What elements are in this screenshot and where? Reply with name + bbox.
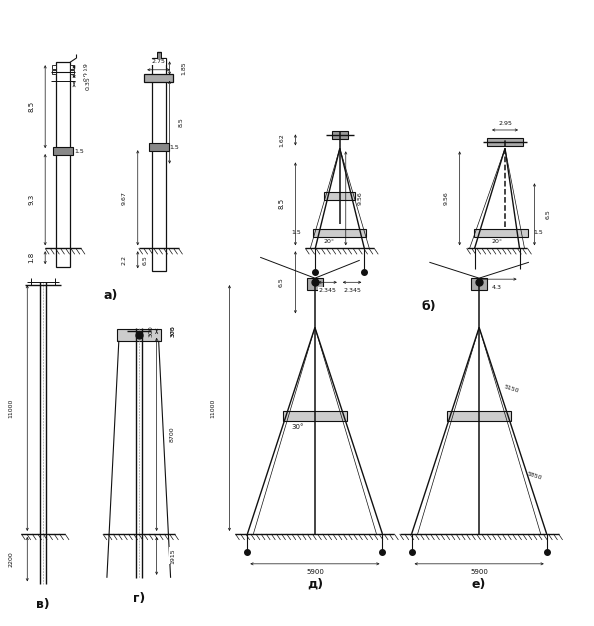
Bar xyxy=(144,74,173,82)
Text: 1.5: 1.5 xyxy=(292,230,301,235)
Text: 2.75: 2.75 xyxy=(151,59,166,64)
Text: 1.85: 1.85 xyxy=(181,61,186,75)
Bar xyxy=(52,65,56,69)
Text: 1.5: 1.5 xyxy=(170,145,179,150)
Text: 9.67: 9.67 xyxy=(121,191,127,205)
Text: 1.5: 1.5 xyxy=(533,230,544,235)
Text: 8.5: 8.5 xyxy=(179,117,184,127)
Text: 1.62: 1.62 xyxy=(279,133,284,147)
Text: 300: 300 xyxy=(170,326,175,337)
Text: 1.5: 1.5 xyxy=(74,148,84,153)
Text: 20°: 20° xyxy=(492,239,503,244)
Text: 6.5: 6.5 xyxy=(546,210,551,219)
Text: в): в) xyxy=(36,598,50,611)
Text: 5150: 5150 xyxy=(503,384,519,394)
Text: е): е) xyxy=(472,578,486,591)
Text: 6.5: 6.5 xyxy=(143,255,148,265)
Text: 5850: 5850 xyxy=(526,471,543,481)
Text: 30°: 30° xyxy=(292,424,304,429)
Bar xyxy=(474,228,528,237)
Text: 8700: 8700 xyxy=(170,426,175,442)
Text: 9.56: 9.56 xyxy=(357,192,362,205)
Text: 0.35: 0.35 xyxy=(86,76,90,90)
Text: 2.345: 2.345 xyxy=(318,288,336,293)
Bar xyxy=(283,411,347,421)
Text: г): г) xyxy=(132,592,145,605)
Text: 1915: 1915 xyxy=(170,548,175,563)
Bar xyxy=(447,411,511,421)
Text: 11000: 11000 xyxy=(210,398,215,418)
Text: а): а) xyxy=(104,289,118,302)
Bar xyxy=(487,138,523,146)
Text: 20°: 20° xyxy=(324,239,335,244)
Text: 6.5: 6.5 xyxy=(279,277,284,287)
Text: б): б) xyxy=(421,300,435,313)
Bar xyxy=(148,143,169,151)
Bar xyxy=(471,278,487,290)
Text: 375: 375 xyxy=(170,326,176,337)
Bar xyxy=(332,131,347,140)
Text: 4.3: 4.3 xyxy=(492,285,502,290)
Text: 2200: 2200 xyxy=(9,552,14,567)
Text: 2.345: 2.345 xyxy=(343,288,361,293)
Bar xyxy=(117,329,160,341)
Bar xyxy=(313,228,366,237)
Text: 2.2: 2.2 xyxy=(121,255,127,265)
Text: 9.3: 9.3 xyxy=(29,194,34,205)
Text: 2.95: 2.95 xyxy=(498,121,512,125)
Text: 9.56: 9.56 xyxy=(443,192,448,205)
Text: 11000: 11000 xyxy=(9,398,14,418)
Bar xyxy=(307,278,323,290)
Text: 8.5: 8.5 xyxy=(279,198,285,210)
Text: 5900: 5900 xyxy=(306,569,324,575)
Text: 300: 300 xyxy=(148,326,154,337)
Text: 8.5: 8.5 xyxy=(29,101,34,112)
Bar xyxy=(53,147,73,155)
Text: 0.9: 0.9 xyxy=(84,71,89,81)
Bar xyxy=(56,62,70,267)
Bar xyxy=(157,53,160,60)
Text: д): д) xyxy=(307,578,323,591)
Bar xyxy=(70,69,74,74)
Bar xyxy=(52,69,56,74)
Bar xyxy=(324,192,355,200)
Text: 1.8: 1.8 xyxy=(29,252,34,264)
Bar xyxy=(70,65,74,69)
Bar xyxy=(151,58,166,271)
Text: 0.9: 0.9 xyxy=(84,62,89,72)
Text: 5900: 5900 xyxy=(470,569,488,575)
